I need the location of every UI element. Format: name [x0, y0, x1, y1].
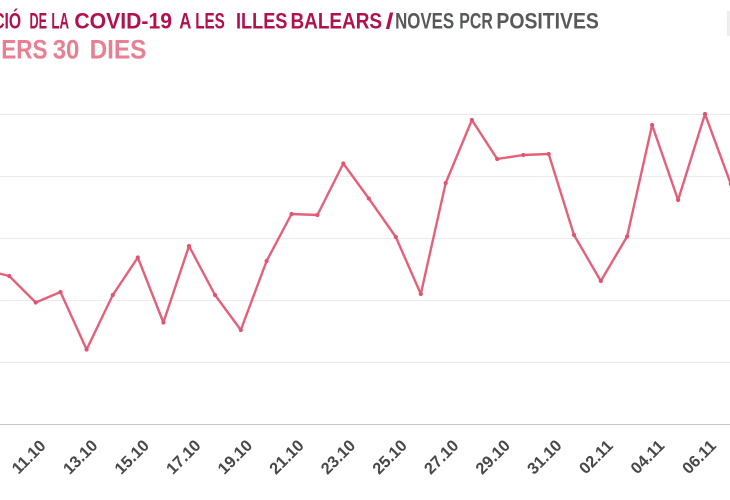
svg-text:31.10: 31.10: [524, 437, 566, 479]
svg-text:/: /: [386, 9, 394, 34]
svg-text:BALEARS: BALEARS: [291, 9, 383, 34]
svg-text:DIES: DIES: [90, 35, 147, 65]
svg-text:COVID-19: COVID-19: [74, 9, 172, 34]
svg-text:ERS: ERS: [1, 35, 47, 65]
svg-text:NOVES: NOVES: [395, 9, 454, 34]
svg-text:A: A: [179, 9, 191, 34]
svg-text:PCR: PCR: [459, 9, 493, 34]
svg-text:CIÓ: CIÓ: [0, 9, 21, 34]
svg-text:02.11: 02.11: [576, 437, 617, 478]
svg-text:29.10: 29.10: [472, 437, 514, 479]
svg-text:DE: DE: [30, 9, 48, 34]
svg-text:11.10: 11.10: [9, 437, 50, 478]
svg-text:06.11: 06.11: [679, 437, 720, 478]
svg-text:04.11: 04.11: [627, 437, 668, 478]
svg-text:30: 30: [53, 35, 80, 65]
svg-text:LES: LES: [195, 9, 225, 34]
svg-text:15.10: 15.10: [111, 437, 153, 479]
svg-text:25.10: 25.10: [369, 437, 411, 479]
svg-text:27.10: 27.10: [421, 437, 463, 479]
svg-text:21.10: 21.10: [266, 437, 308, 479]
svg-text:17.10: 17.10: [163, 437, 205, 479]
svg-text:19.10: 19.10: [215, 437, 257, 479]
svg-text:POSITIVES: POSITIVES: [496, 9, 599, 34]
svg-text:23.10: 23.10: [318, 437, 360, 479]
svg-text:13.10: 13.10: [60, 437, 102, 479]
svg-text:ILLES: ILLES: [236, 9, 287, 34]
svg-text:LA: LA: [51, 9, 69, 34]
